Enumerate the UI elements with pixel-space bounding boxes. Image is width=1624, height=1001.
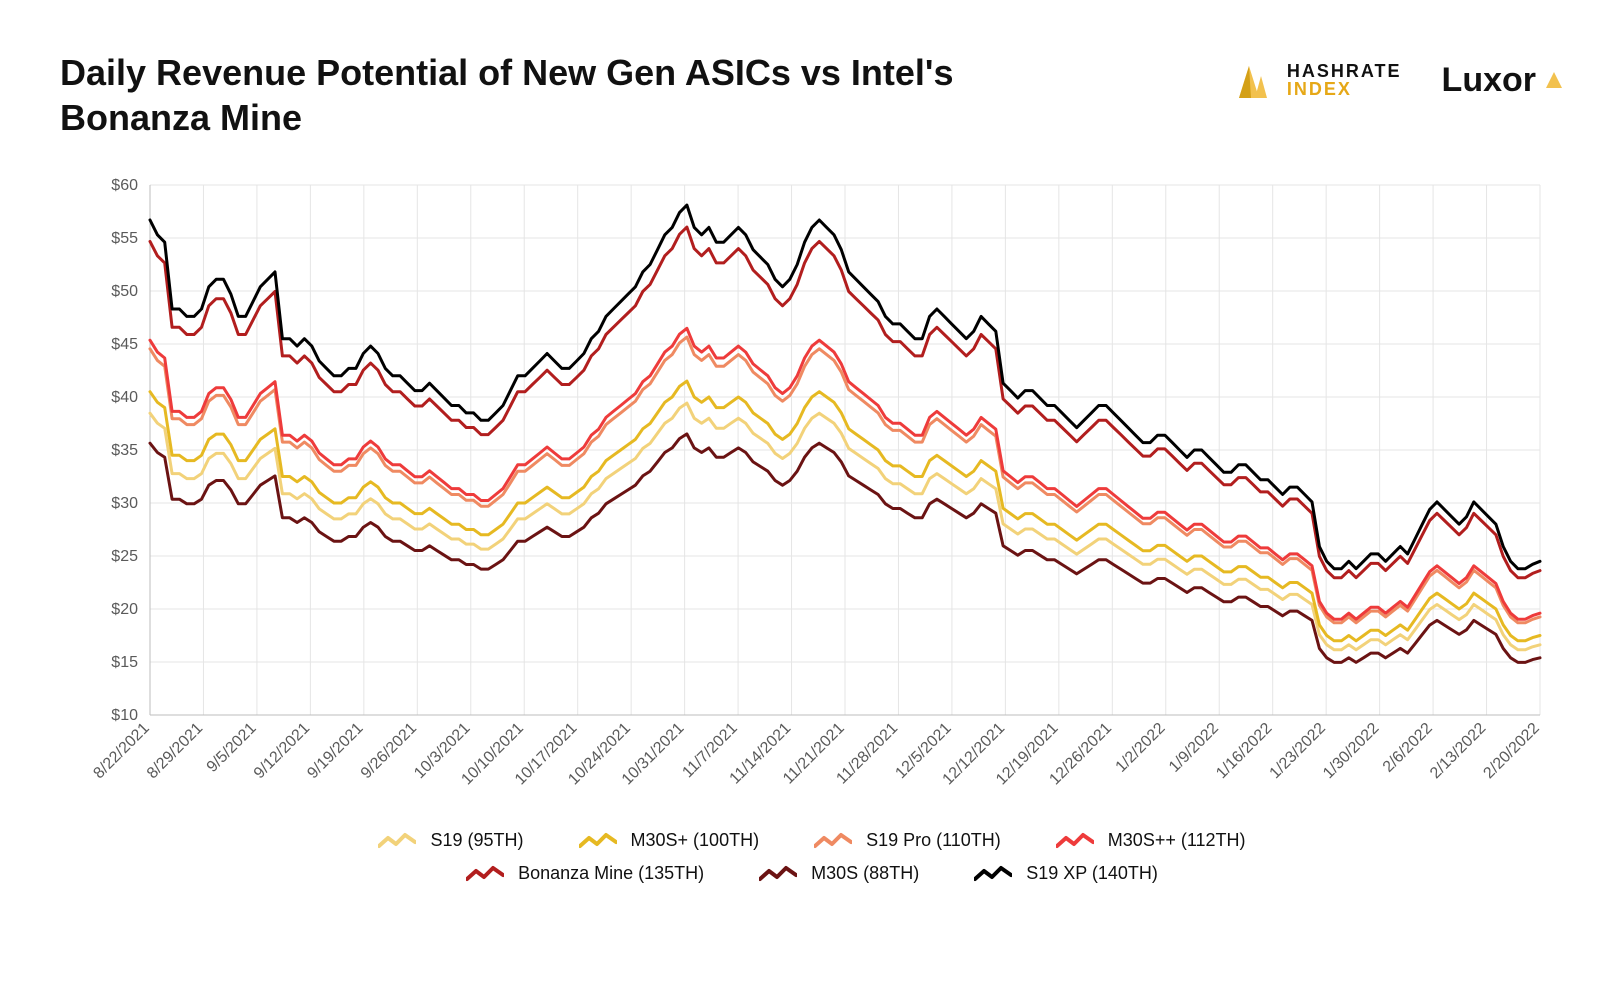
y-tick-label: $45 xyxy=(111,336,138,353)
x-tick-label: 9/19/2021 xyxy=(304,720,366,782)
hashrate-index-bottom: INDEX xyxy=(1287,80,1402,98)
x-tick-label: 1/9/2022 xyxy=(1166,720,1222,776)
y-tick-label: $60 xyxy=(111,177,138,194)
legend-swatch-icon xyxy=(974,865,1012,883)
x-tick-label: 9/12/2021 xyxy=(251,720,313,782)
line-chart: $10 $15 $20 $25 $30 $35 $40 $45 $50 $55 $60 8/22/20… xyxy=(60,165,1560,805)
chart-area: $10 $15 $20 $25 $30 $35 $40 $45 $50 $55 $60 8/22/20… xyxy=(60,165,1564,810)
luxor-text: Luxor xyxy=(1442,61,1536,100)
y-tick-label: $35 xyxy=(111,442,138,459)
x-tick-label: 8/22/2021 xyxy=(90,720,152,782)
x-tick-label: 1/2/2022 xyxy=(1113,720,1169,776)
luxor-icon xyxy=(1544,70,1564,90)
legend-item-m30s: M30S (88TH) xyxy=(759,863,919,884)
y-tick-label: $30 xyxy=(111,495,138,512)
y-tick-label: $55 xyxy=(111,230,138,247)
legend-label: S19 Pro (110TH) xyxy=(866,830,1001,851)
x-tick-label: 8/29/2021 xyxy=(144,720,206,782)
y-tick-label: $40 xyxy=(111,389,138,406)
legend-item-s19: S19 (95TH) xyxy=(378,830,523,851)
chart-title: Daily Revenue Potential of New Gen ASICs… xyxy=(60,50,953,140)
x-tick-label: 9/26/2021 xyxy=(358,720,420,782)
legend-label: Bonanza Mine (135TH) xyxy=(518,863,704,884)
hashrate-index-text: HASHRATE INDEX xyxy=(1287,62,1402,98)
page: Daily Revenue Potential of New Gen ASICs… xyxy=(0,0,1624,1001)
legend-label: S19 (95TH) xyxy=(430,830,523,851)
legend-label: M30S (88TH) xyxy=(811,863,919,884)
y-tick-label: $15 xyxy=(111,654,138,671)
legend-swatch-icon xyxy=(814,832,852,850)
brands: HASHRATE INDEX Luxor xyxy=(1229,50,1564,102)
legend-swatch-icon xyxy=(759,865,797,883)
hashrate-index-top: HASHRATE xyxy=(1287,62,1402,80)
x-tick-label: 2/20/2022 xyxy=(1480,720,1542,782)
header-row: Daily Revenue Potential of New Gen ASICs… xyxy=(60,50,1564,140)
y-tick-label: $50 xyxy=(111,283,138,300)
legend-item-bonanza: Bonanza Mine (135TH) xyxy=(466,863,704,884)
x-tick-label: 1/30/2022 xyxy=(1320,720,1382,782)
x-tick-label: 2/6/2022 xyxy=(1380,720,1436,776)
legend-item-s19pro: S19 Pro (110TH) xyxy=(814,830,1001,851)
hashrate-index-icon xyxy=(1229,58,1273,102)
legend-label: M30S++ (112TH) xyxy=(1108,830,1246,851)
x-tick-label: 1/16/2022 xyxy=(1213,720,1275,782)
x-tick-label: 2/13/2022 xyxy=(1427,720,1489,782)
legend-swatch-icon xyxy=(378,832,416,850)
legend-label: S19 XP (140TH) xyxy=(1026,863,1158,884)
brand-luxor: Luxor xyxy=(1442,61,1564,100)
legend-swatch-icon xyxy=(579,832,617,850)
y-tick-label: $25 xyxy=(111,548,138,565)
chart-title-line1: Daily Revenue Potential of New Gen ASICs… xyxy=(60,52,953,93)
legend-swatch-icon xyxy=(1056,832,1094,850)
brand-hashrate-index: HASHRATE INDEX xyxy=(1229,58,1402,102)
legend: S19 (95TH) M30S+ (100TH) S19 Pro (110TH) M3… xyxy=(60,830,1564,884)
y-tick-label: $20 xyxy=(111,601,138,618)
legend-item-m30s_pp: M30S++ (112TH) xyxy=(1056,830,1246,851)
x-tick-label: 9/5/2021 xyxy=(204,720,260,776)
legend-row: Bonanza Mine (135TH) M30S (88TH) S19 XP (1… xyxy=(466,863,1158,884)
legend-item-s19xp: S19 XP (140TH) xyxy=(974,863,1158,884)
legend-swatch-icon xyxy=(466,865,504,883)
chart-title-line2: Bonanza Mine xyxy=(60,97,302,138)
legend-row: S19 (95TH) M30S+ (100TH) S19 Pro (110TH) M3… xyxy=(378,830,1245,851)
legend-label: M30S+ (100TH) xyxy=(631,830,760,851)
legend-item-m30s_plus: M30S+ (100TH) xyxy=(579,830,760,851)
x-tick-label: 1/23/2022 xyxy=(1267,720,1329,782)
y-tick-label: $10 xyxy=(111,707,138,724)
